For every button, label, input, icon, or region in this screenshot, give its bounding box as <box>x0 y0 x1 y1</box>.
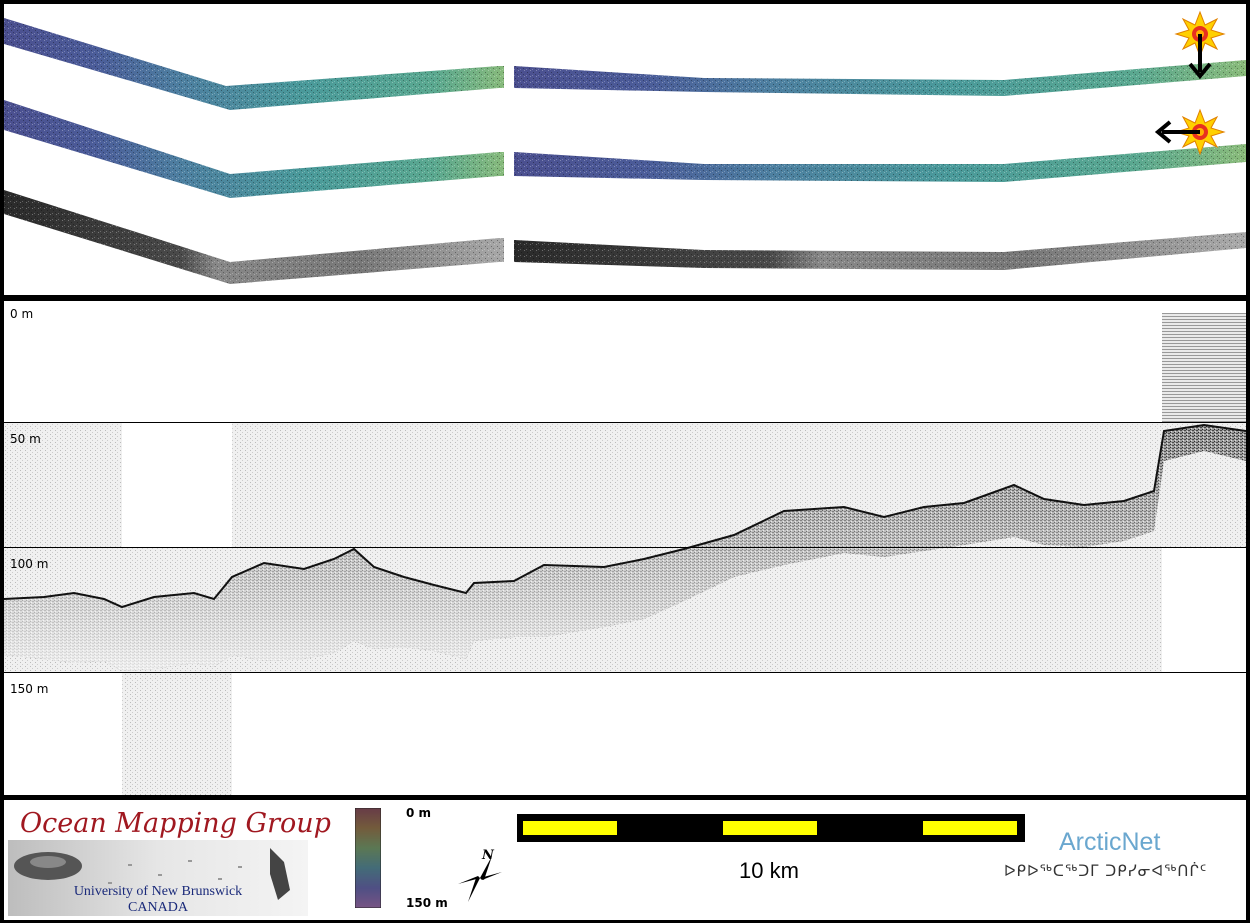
compass-north-label: N <box>482 848 494 863</box>
omg-university: University of New Brunswick <box>73 884 243 899</box>
scale-bar <box>517 814 1025 842</box>
light-direction-left-arrow-icon <box>1154 120 1200 144</box>
subbottom-profile-panel: 0 m 50 m 100 m 150 m <box>4 301 1246 795</box>
depth-label-50: 50 m <box>10 432 41 446</box>
subbottom-profile <box>4 313 1246 795</box>
compass-rose-icon <box>458 856 502 902</box>
colorbar-bottom-label: 150 m <box>406 896 448 910</box>
depth-colorbar <box>355 808 381 908</box>
arcticnet-inuktitut-text: ᐅᑭᐅᖅᑕᖅᑐᒥ ᑐᑭᓯᓂᐊᖅᑎᒌᑦ <box>1004 862 1208 880</box>
footer-panel: Ocean Mapping Group University of New Br… <box>4 800 1246 920</box>
arcticnet-logo-text: ArcticNet <box>1059 828 1161 856</box>
depth-grid <box>4 422 1246 673</box>
bathymetry-strip-north-light <box>4 18 1246 110</box>
omg-logo: Ocean Mapping Group University of New Br… <box>8 804 331 916</box>
depth-label-150: 150 m <box>10 682 49 696</box>
colorbar-top-label: 0 m <box>406 806 432 820</box>
depth-label-0: 0 m <box>10 307 34 321</box>
depth-label-100: 100 m <box>10 557 49 571</box>
omg-title: Ocean Mapping Group <box>20 808 331 839</box>
swath-map <box>4 10 1246 284</box>
light-direction-down-arrow-icon <box>1188 34 1212 80</box>
swath-map-panel <box>4 4 1246 295</box>
omg-country: CANADA <box>128 900 188 915</box>
backscatter-strip <box>4 190 1246 284</box>
scale-bar-label: 10 km <box>739 858 799 883</box>
seafloor-reflector <box>4 423 1246 609</box>
omg-logo-graphic <box>8 840 308 916</box>
bathymetry-strip-east-light <box>4 100 1246 198</box>
